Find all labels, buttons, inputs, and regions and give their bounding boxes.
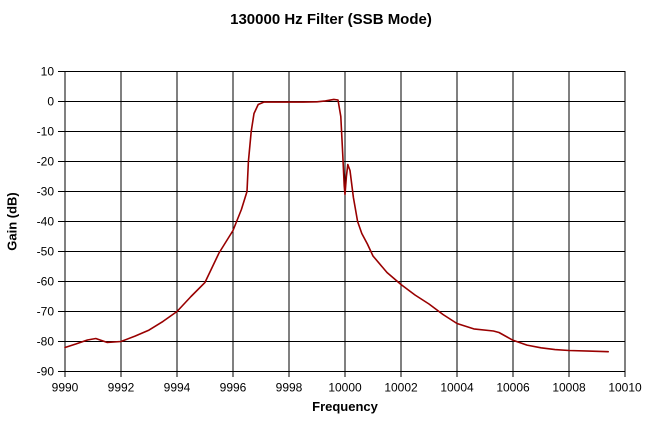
- y-tick-label: 10: [41, 65, 55, 79]
- x-tick-label: 9996: [220, 381, 247, 395]
- y-tick-label: -70: [37, 305, 55, 319]
- y-tick-label: -50: [37, 245, 55, 259]
- x-axis-label: Frequency: [312, 399, 378, 414]
- y-tick-label: -10: [37, 125, 55, 139]
- x-tick-label: 9998: [276, 381, 303, 395]
- x-tick-label: 10010: [608, 381, 642, 395]
- x-tick-label: 9994: [164, 381, 191, 395]
- chart-title: 130000 Hz Filter (SSB Mode): [230, 11, 432, 28]
- x-tick-label: 9990: [52, 381, 79, 395]
- x-tick-label: 10006: [496, 381, 530, 395]
- x-tick-label: 10000: [328, 381, 362, 395]
- x-tick-label: 10002: [384, 381, 418, 395]
- x-tick-label: 9992: [108, 381, 135, 395]
- y-tick-label: 0: [47, 95, 54, 109]
- x-tick-label: 10008: [552, 381, 586, 395]
- y-tick-label: -30: [37, 185, 55, 199]
- gain-curve: [64, 98, 610, 353]
- y-tick-label: -90: [37, 365, 55, 379]
- y-tick-label: -40: [37, 215, 55, 229]
- y-tick-label: -80: [37, 335, 55, 349]
- y-tick-label: -60: [37, 275, 55, 289]
- plot-border: [64, 71, 626, 372]
- y-tick-label: -20: [37, 155, 55, 169]
- x-tick-label: 10004: [440, 381, 474, 395]
